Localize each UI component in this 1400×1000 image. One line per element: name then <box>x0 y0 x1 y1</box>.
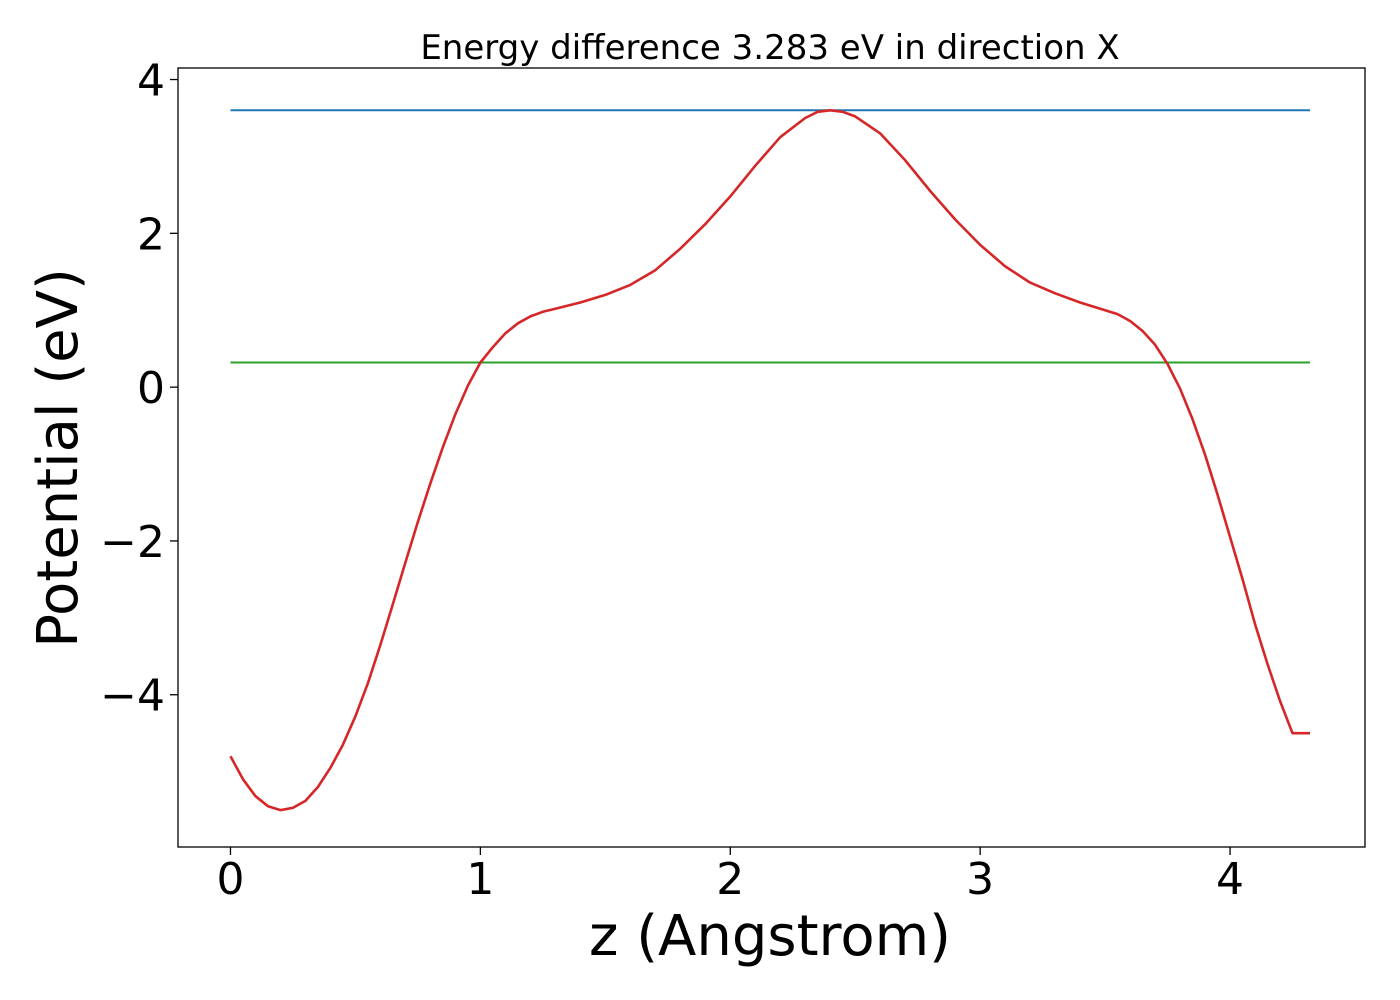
x-tick-label: 3 <box>966 854 994 905</box>
x-tick-label: 4 <box>1216 854 1244 905</box>
x-axis-label: z (Angstrom) <box>589 904 951 969</box>
y-tick-label: 2 <box>137 209 165 260</box>
axes-frame <box>177 67 1366 848</box>
y-axis-ticks: −4 −2 0 2 4 <box>100 56 178 722</box>
y-tick-label: −4 <box>100 671 165 722</box>
y-tick-label: −2 <box>100 517 165 568</box>
y-tick-label: 0 <box>137 363 165 414</box>
plot-area <box>177 67 1366 848</box>
chart-title: Energy difference 3.283 eV in direction … <box>420 28 1119 68</box>
y-tick-label: 4 <box>137 56 165 107</box>
series-line-2 <box>229 109 1310 812</box>
x-tick-label: 0 <box>216 854 244 905</box>
y-axis-label: Potential (eV) <box>26 268 91 648</box>
x-tick-label: 1 <box>466 854 494 905</box>
x-axis-ticks: 0 1 2 3 4 <box>216 847 1244 905</box>
x-tick-label: 2 <box>716 854 744 905</box>
series-layer <box>229 109 1310 812</box>
